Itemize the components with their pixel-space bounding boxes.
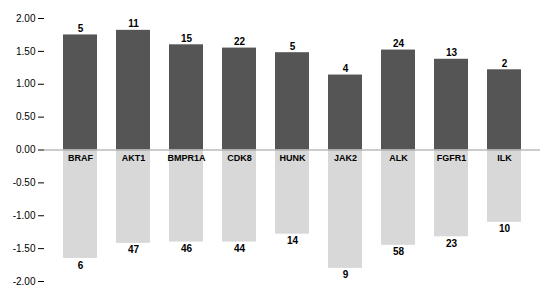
svg-text:0.00: 0.00 (16, 144, 36, 155)
svg-text:FGFR1: FGFR1 (437, 153, 467, 163)
svg-text:44: 44 (234, 243, 246, 254)
svg-text:9: 9 (343, 269, 349, 280)
svg-text:1.50: 1.50 (16, 46, 36, 57)
svg-text:46: 46 (181, 243, 193, 254)
svg-text:-2.00: -2.00 (13, 276, 36, 287)
svg-text:13: 13 (446, 47, 458, 58)
svg-text:CDK8: CDK8 (227, 153, 252, 163)
svg-text:JAK2: JAK2 (334, 153, 357, 163)
svg-text:5: 5 (290, 41, 296, 52)
svg-text:23: 23 (446, 238, 458, 249)
svg-text:ILK: ILK (497, 153, 512, 163)
svg-text:47: 47 (128, 244, 140, 255)
svg-text:2.00: 2.00 (16, 13, 36, 24)
svg-text:58: 58 (393, 246, 405, 257)
svg-text:22: 22 (234, 36, 246, 47)
svg-text:24: 24 (393, 38, 405, 49)
svg-text:10: 10 (499, 223, 511, 234)
svg-text:BRAF: BRAF (68, 153, 93, 163)
svg-text:5: 5 (78, 23, 84, 34)
svg-text:6: 6 (78, 260, 84, 271)
svg-text:14: 14 (287, 235, 299, 246)
svg-text:HUNK: HUNK (280, 153, 306, 163)
svg-text:15: 15 (181, 33, 193, 44)
svg-text:4: 4 (343, 63, 349, 74)
svg-text:ALK: ALK (389, 153, 408, 163)
svg-text:-1.00: -1.00 (13, 210, 36, 221)
svg-text:-0.50: -0.50 (13, 177, 36, 188)
svg-text:AKT1: AKT1 (122, 153, 146, 163)
svg-text:0.50: 0.50 (16, 111, 36, 122)
svg-text:-1.50: -1.50 (13, 243, 36, 254)
svg-text:11: 11 (128, 18, 139, 29)
svg-text:2: 2 (502, 58, 508, 69)
svg-text:BMPR1A: BMPR1A (167, 153, 206, 163)
svg-text:1.00: 1.00 (16, 78, 36, 89)
